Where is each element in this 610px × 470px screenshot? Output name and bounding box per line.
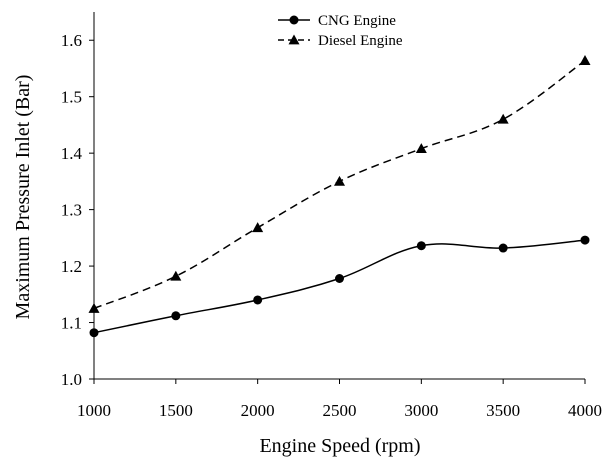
y-tick-label: 1.2 — [61, 257, 82, 276]
circle-marker — [171, 311, 181, 321]
triangle-marker — [252, 222, 264, 233]
y-tick-label: 1.3 — [61, 201, 82, 220]
triangle-marker — [170, 270, 182, 281]
series-diesel-engine — [88, 55, 591, 313]
y-tick-label: 1.4 — [61, 144, 83, 163]
circle-marker — [416, 241, 426, 251]
y-axis-title: Maximum Pressure Inlet (Bar) — [12, 75, 34, 320]
legend-label: CNG Engine — [318, 13, 396, 29]
circle-marker — [89, 328, 99, 338]
y-tick-label: 1.0 — [61, 370, 82, 389]
x-tick-label: 2500 — [323, 401, 357, 420]
circle-marker — [335, 273, 344, 283]
circle-marker — [498, 243, 508, 253]
legend: CNG Engine Diesel Engine — [278, 13, 403, 49]
x-tick-label: 2000 — [241, 401, 275, 420]
legend-marker — [288, 34, 300, 45]
legend-item: Diesel Engine — [278, 33, 403, 49]
series-cng-engine — [89, 235, 590, 338]
circle-marker — [253, 295, 263, 305]
x-tick-label: 1500 — [159, 401, 193, 420]
legend-item: CNG Engine — [278, 13, 396, 29]
series-line — [93, 239, 586, 334]
triangle-marker — [579, 55, 591, 65]
series-layer — [88, 55, 591, 338]
x-tick-label: 3000 — [404, 401, 438, 420]
triangle-marker — [415, 143, 427, 154]
triangle-marker — [334, 175, 345, 186]
legend-marker — [289, 15, 299, 25]
x-tick-label: 3500 — [486, 401, 520, 420]
legend-label: Diesel Engine — [318, 33, 403, 49]
triangle-marker — [497, 113, 509, 124]
triangle-marker — [88, 302, 100, 313]
x-axis-title: Engine Speed (rpm) — [259, 435, 420, 457]
y-tick-label: 1.6 — [61, 31, 82, 50]
x-tick-label: 4000 — [568, 401, 602, 420]
y-tick-label: 1.1 — [61, 314, 82, 333]
circle-marker — [580, 235, 590, 245]
axes: 1.0 1.1 1.2 1.3 1.4 1.5 1.6 1000 1500 2000 2500 300… — [61, 12, 602, 420]
y-tick-label: 1.5 — [61, 88, 82, 107]
x-tick-label: 1000 — [77, 401, 111, 420]
